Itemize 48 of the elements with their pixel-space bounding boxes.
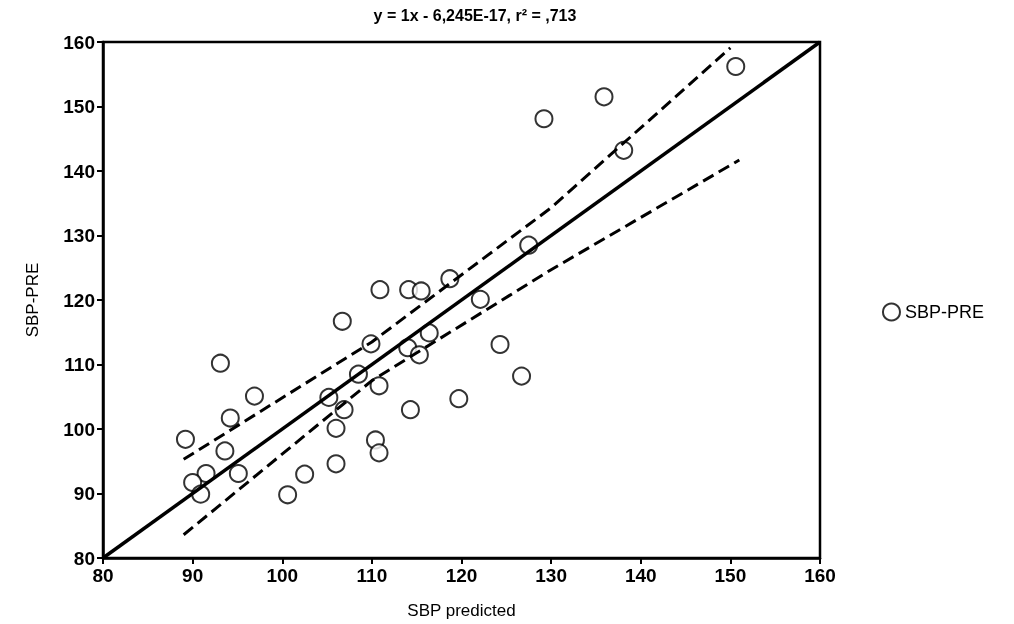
point	[411, 281, 431, 301]
point	[215, 441, 235, 461]
point	[594, 87, 614, 107]
x-axis-title: SBP predicted	[407, 601, 516, 620]
point	[175, 429, 195, 449]
y-tick-label: 160	[63, 31, 95, 53]
y-tick-label: 90	[73, 483, 95, 504]
point	[369, 443, 389, 463]
x-tick-label: 90	[182, 565, 204, 586]
line-series	[182, 158, 741, 537]
y-tick-label: 80	[73, 547, 95, 569]
x-tick-label: 80	[92, 565, 114, 586]
y-tick-label: 100	[63, 418, 95, 440]
point	[244, 386, 264, 406]
y-tick-label: 140	[63, 160, 95, 182]
y-tick-label: 130	[63, 225, 95, 246]
point	[326, 418, 346, 438]
chart-title: y = 1x - 6,245E-17, r² = ,713	[373, 6, 577, 24]
point	[210, 353, 230, 373]
point	[490, 335, 510, 354]
point	[369, 376, 389, 396]
point	[726, 57, 746, 77]
x-tick-label: 100	[266, 565, 299, 586]
point	[614, 140, 634, 160]
point	[295, 464, 315, 484]
point	[449, 389, 469, 409]
point	[470, 289, 490, 309]
point	[512, 366, 532, 386]
y-tick-label: 150	[63, 96, 95, 117]
point	[370, 280, 390, 300]
x-tick-label: 150	[714, 565, 747, 586]
y-tick-label: 110	[64, 354, 95, 375]
x-tick-label: 160	[804, 565, 836, 586]
x-tick-label: 110	[356, 565, 388, 586]
point	[326, 454, 346, 474]
x-tick-label: 120	[445, 565, 478, 586]
legend-label: SBP-PRE	[904, 302, 985, 322]
point	[400, 400, 420, 420]
point	[228, 464, 248, 483]
y-tick-label: 120	[63, 289, 95, 311]
x-tick-label: 130	[535, 565, 567, 586]
point	[534, 109, 554, 129]
line-series	[182, 46, 732, 461]
point	[220, 408, 240, 428]
point	[332, 311, 352, 331]
y-axis-title: SBP-PRE	[23, 262, 42, 338]
point	[278, 485, 298, 505]
x-tick-label: 140	[624, 565, 657, 586]
